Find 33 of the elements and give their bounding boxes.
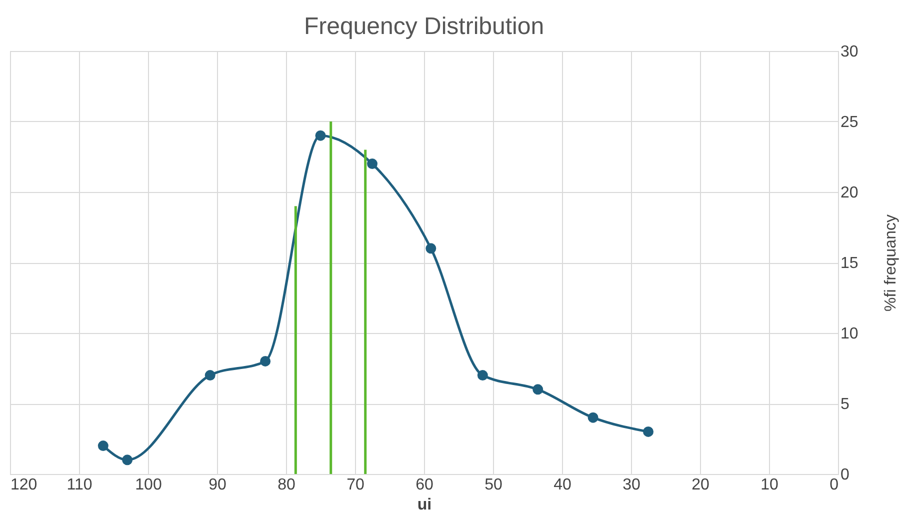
x-tick-label: 60	[416, 476, 434, 494]
chart-title: Frequency Distribution	[304, 13, 544, 40]
point	[532, 384, 544, 395]
y2-tick-label: 25	[840, 114, 858, 131]
y2-tick-label: 10	[840, 326, 858, 342]
point	[477, 370, 488, 381]
point	[315, 130, 326, 141]
y2-tick-label: 20	[840, 184, 858, 202]
y2-axis-title: %fi frequancy	[882, 214, 900, 312]
point	[426, 243, 436, 254]
point	[367, 158, 378, 170]
point	[122, 454, 133, 466]
point	[588, 412, 598, 423]
x-tick-label: 80	[278, 476, 296, 494]
point	[204, 370, 216, 381]
x-tick-label: 10	[760, 476, 778, 494]
y2-tick-label: 5	[840, 396, 850, 413]
x-tick-label: 110	[66, 476, 92, 494]
x-tick-label: 70	[346, 476, 364, 494]
x-tick-label: 40	[554, 476, 572, 494]
x-tick-label: 30	[622, 476, 640, 494]
x-tick-label: 0	[830, 476, 839, 494]
point	[260, 356, 271, 366]
y2-tick-label: 15	[840, 255, 858, 272]
x-tick-label: 50	[484, 476, 502, 494]
point	[98, 440, 108, 452]
y2-tick-label: 30	[840, 44, 858, 60]
point	[643, 426, 654, 437]
x-tick-label: 120	[10, 476, 38, 494]
x-tick-label: 90	[208, 476, 226, 494]
x-tick-label: 20	[692, 476, 710, 494]
x-axis-title: ui	[417, 496, 432, 514]
x-tick-label: 100	[135, 476, 162, 494]
